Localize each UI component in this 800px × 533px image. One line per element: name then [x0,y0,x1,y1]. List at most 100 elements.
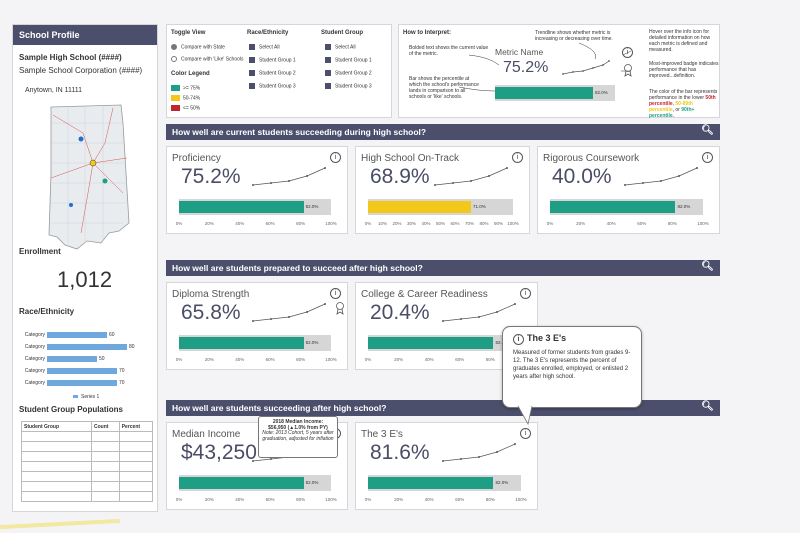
race-category-label: Category [24,332,45,338]
checkbox[interactable] [325,70,331,76]
student-groups-table: Student Group Count Percent [21,421,154,502]
axis-tick-label: 60% [265,221,275,226]
axis-tick-label: 70% [464,221,475,226]
checkbox[interactable] [325,44,331,50]
search-icon[interactable]: 🔍︎ [701,125,714,136]
table-row [21,451,154,462]
metric-title: Diploma Strength [172,289,250,300]
axis-tick-label: 50% [435,221,446,226]
percentile-bar-label: 82.0% [305,340,319,345]
axis-tick-label: 80% [485,497,495,502]
checkbox[interactable] [249,57,255,63]
axis-tick-label: 80% [485,357,495,362]
checkbox[interactable] [325,83,331,89]
race-bar [47,380,117,386]
radio-unselected[interactable] [171,56,177,62]
school-marker-4[interactable] [69,203,73,207]
legend-item-mid: 50-74% [171,95,200,101]
percentile-bar-fill [550,201,676,213]
school-marker-1[interactable] [89,159,97,167]
metric-value: 75.2% [181,165,241,188]
checkbox[interactable] [249,44,255,50]
metric-title: High School On-Track [361,153,459,164]
axis-tick-label: 20% [204,221,214,226]
race-checkbox-1[interactable]: Student Group 1 [249,57,296,63]
checkbox[interactable] [249,83,255,89]
metric-value: 65.8% [181,301,241,324]
table-header-row: Student Group Count Percent [21,421,154,432]
axis-tick-label: 20% [204,497,214,502]
axis-tick-label: 100% [507,221,519,226]
bar-note: Bar shows the percentile at which the sc… [409,76,479,100]
percentile-bar: 82.0% [368,335,521,351]
info-icon[interactable]: i [330,288,341,299]
axis-tick-label: 90% [493,221,504,226]
axis-tick-label: 60% [637,221,647,226]
race-bar-row: Category 70 [17,367,153,375]
group-checkbox-all[interactable]: Select All [325,44,356,50]
percentile-bar-fill [368,337,494,349]
race-bar-value: 80 [129,344,135,350]
trendline [442,443,516,462]
search-icon[interactable]: 🔍︎ [701,261,714,272]
axis-tick-label: 40% [421,221,431,226]
info-icon[interactable]: i [520,288,531,299]
race-bar-row: Category 80 [17,343,153,351]
checkbox[interactable] [249,70,255,76]
toggle-option-like[interactable]: Compare with 'Like' Schools [171,56,244,62]
race-category-label: Category [24,344,45,350]
school-name: Sample High School (####) [19,53,122,62]
info-icon[interactable]: i [330,152,341,163]
tooltip-line-2: $56,950 (▲1.0% from PY) [268,425,328,431]
percentile-bar-fill [179,201,304,213]
race-bar-value: 60 [109,332,115,338]
percentile-bar-fill [368,201,471,213]
example-bar-fill [495,87,593,99]
legend-swatch [171,95,180,101]
axis-tick-label: 10% [377,221,388,226]
percentile-bar-fill [368,477,494,489]
table-row [21,431,154,442]
decorative-stripe [0,518,120,530]
axis-tick-label: 100% [325,221,337,226]
table-row [21,471,154,482]
axis-tick-label: 80% [296,357,306,362]
metric-value: 40.0% [552,165,612,188]
axis-tick-label: 0% [175,221,183,226]
axis-tick-label: 20% [392,221,402,226]
example-trendline [562,60,610,75]
school-marker-2[interactable] [78,136,84,142]
group-checkbox-2[interactable]: Student Group 2 [325,70,372,76]
metric-card: Rigorous Coursework 40.0% i 82.0% 0% 20% 40% 60… [537,146,720,234]
school-marker-3[interactable] [102,178,108,184]
info-icon[interactable]: i [622,47,633,58]
axis-tick-label: 100% [515,497,527,502]
trendline [252,167,326,186]
race-checkbox-all[interactable]: Select All [249,44,280,50]
checkbox[interactable] [325,57,331,63]
enrollment-label: Enrollment [19,247,61,256]
percentile-bar-label: 82.0% [495,340,508,345]
percentile-bar: 82.0% [179,335,331,351]
race-checkbox-3[interactable]: Student Group 3 [249,83,296,89]
group-checkbox-1[interactable]: Student Group 1 [325,57,372,63]
trendline-note: Trendline shows whether metric is increa… [535,30,613,42]
axis-tick-label: 60% [265,497,275,502]
info-icon[interactable]: i [702,152,713,163]
section-header-during[interactable]: How well are current students succeeding… [166,124,720,140]
tooltip-title: The 3 E's [527,333,567,343]
race-bar [47,332,107,338]
race-category-label: Category [24,368,45,374]
percentile-bar: 82.0% [179,475,331,491]
search-icon[interactable]: 🔍︎ [701,401,714,412]
metric-card: The 3 E's 81.6% i 82.0% 0% 20% 40% 60% 80% 100% [355,422,538,510]
race-checkbox-2[interactable]: Student Group 2 [249,70,296,76]
toggle-option-state[interactable]: Compare with State [171,44,225,50]
enrollment-value: 1,012 [57,267,113,292]
section-header-prepared[interactable]: How well are students prepared to succee… [166,260,720,276]
radio-selected[interactable] [171,44,177,50]
axis-tick-label: 0% [175,497,183,502]
info-icon[interactable]: i [512,152,523,163]
group-checkbox-3[interactable]: Student Group 3 [325,83,372,89]
info-icon[interactable]: i [520,428,531,439]
